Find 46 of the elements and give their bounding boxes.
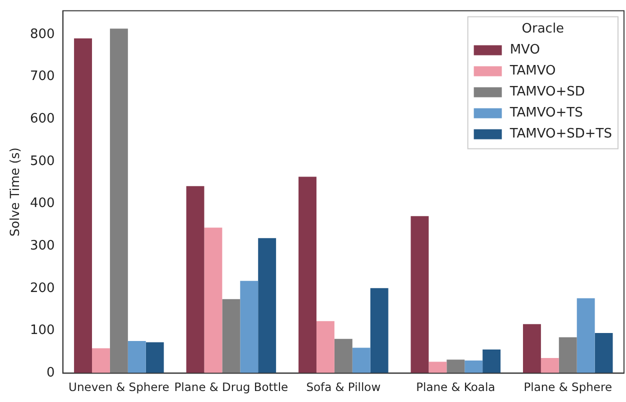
- bar: [92, 348, 110, 374]
- bar: [222, 299, 240, 374]
- bar: [352, 348, 370, 374]
- bar: [482, 349, 501, 374]
- y-axis-title: Solve Time (s): [6, 148, 22, 236]
- bar: [298, 176, 316, 374]
- y-tick-label: 800: [30, 26, 55, 42]
- bar: [186, 186, 204, 374]
- bar: [146, 342, 164, 374]
- legend-label: TAMVO+SD+TS: [508, 126, 612, 142]
- x-tick-label: Sofa & Pillow: [306, 380, 381, 394]
- legend-label: MVO: [510, 42, 540, 58]
- bar: [522, 324, 541, 374]
- y-tick-label: 200: [30, 280, 55, 296]
- bar: [110, 28, 128, 374]
- bar: [258, 238, 276, 374]
- bar: [240, 280, 258, 374]
- bar: [540, 358, 559, 374]
- bar: [316, 321, 334, 374]
- legend-label: TAMVO+TS: [508, 106, 583, 121]
- y-tick-label: 100: [30, 323, 55, 338]
- bar: [370, 288, 388, 374]
- bar: [594, 332, 613, 374]
- bar: [558, 337, 577, 374]
- y-tick-label: 500: [30, 154, 55, 169]
- bar: [464, 360, 483, 374]
- bar: [576, 298, 595, 374]
- bar: [410, 216, 429, 374]
- y-tick-label: 400: [30, 196, 55, 212]
- bar: [428, 362, 447, 374]
- legend-title: Oracle: [522, 22, 564, 37]
- bar: [128, 341, 146, 374]
- bar: [74, 38, 92, 374]
- x-tick-label: Plane & Koala: [416, 380, 496, 394]
- y-tick-label: 600: [30, 112, 55, 127]
- y-tick-label: 300: [30, 238, 55, 254]
- legend-label: TAMVO+SD: [508, 84, 585, 100]
- legend-label: TAMVO: [508, 64, 556, 79]
- y-tick-label: 700: [30, 69, 55, 84]
- y-tick-label: 0: [46, 366, 55, 381]
- bar: [446, 360, 465, 374]
- x-tick-label: Uneven & Sphere: [68, 380, 170, 394]
- x-tick-label: Plane & Sphere: [524, 380, 612, 394]
- bar: [204, 228, 222, 374]
- x-tick-label: Plane & Drug Bottle: [174, 380, 288, 394]
- bar: [334, 338, 352, 374]
